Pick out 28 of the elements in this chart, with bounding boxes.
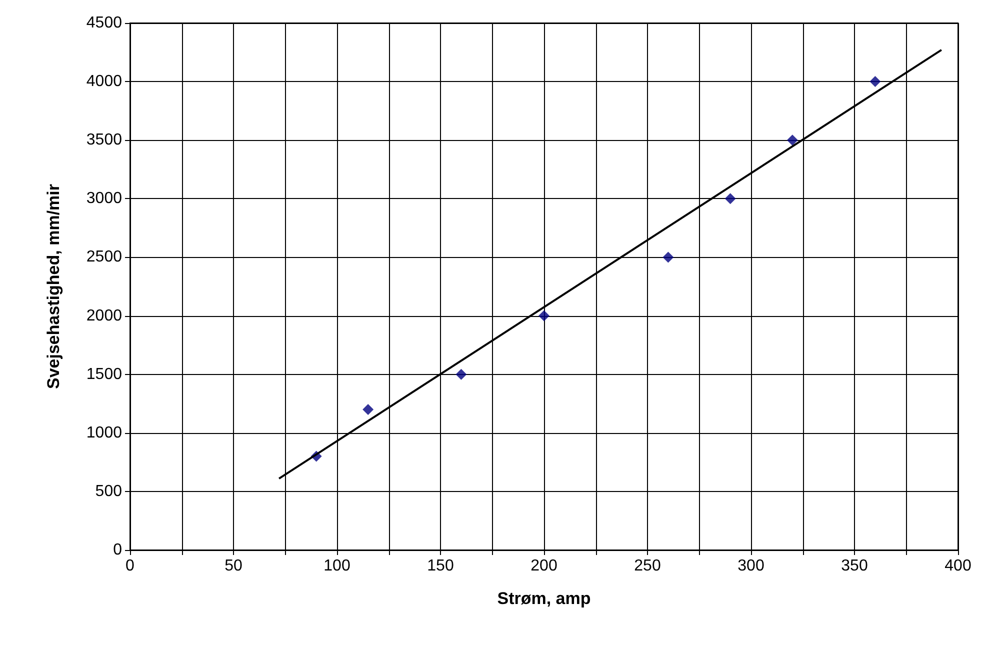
y-tick-label: 4000 [86,73,122,90]
x-axis-title: Strøm, amp [497,589,591,608]
point [456,368,467,380]
y-axis-title: Svejsehastighed, mm/mir [44,184,63,390]
x-tick-label: 350 [841,558,868,574]
y-tick-label: 1500 [86,366,122,383]
y-tick-label: 3000 [86,190,122,208]
point [662,252,674,263]
y-tick-label: 2500 [86,248,122,266]
point [870,76,881,88]
x-tick-label: 150 [427,558,454,574]
y-tick-label: 4500 [86,14,122,32]
x-tick-label: 400 [944,558,972,574]
x-tick-label: 100 [324,558,350,574]
y-tick-label: 500 [95,482,122,500]
y-tick-label: 2000 [86,307,122,324]
y-tick-label: 1000 [86,424,122,442]
x-tick-label: 250 [634,558,661,574]
y-tick-label: 0 [113,542,122,558]
point [724,193,736,204]
x-tick-label: 50 [224,558,242,574]
x-tick-label: 200 [530,558,558,574]
x-tick-label: 300 [738,558,764,574]
point [786,134,798,146]
point [362,404,374,415]
x-tick-label: 0 [126,558,135,574]
y-tick-label: 3500 [86,132,122,149]
point [538,310,550,322]
